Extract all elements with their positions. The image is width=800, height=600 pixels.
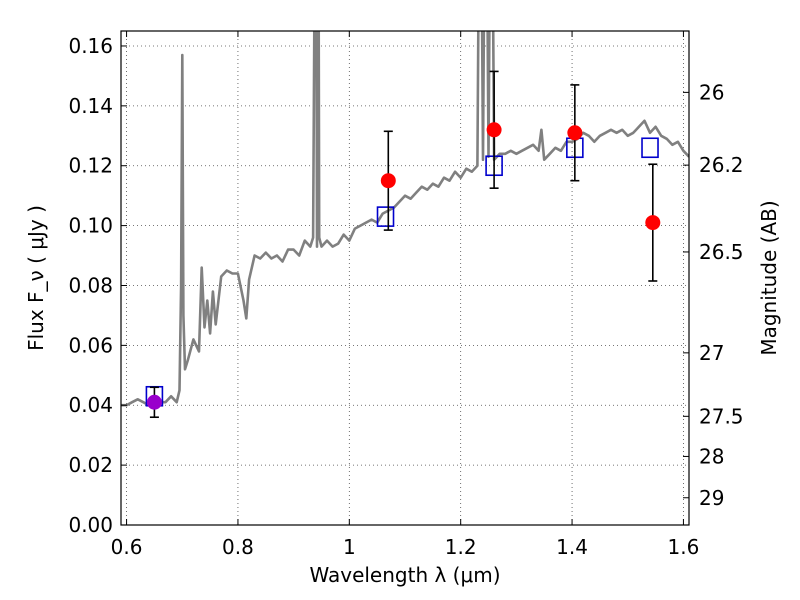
observed-flux-point [146, 394, 162, 410]
observed-flux-point [380, 173, 396, 189]
y-tick-label: 0.10 [68, 214, 113, 238]
synthetic-flux-square [641, 137, 659, 159]
y2-axis-label: Magnitude (AB) [757, 200, 781, 355]
y-tick-label: 0.00 [68, 513, 113, 537]
y2-tick-label: 29 [699, 486, 724, 510]
y-tick-label: 0.12 [68, 154, 113, 178]
synthetic-flux-square [376, 206, 395, 227]
observed-flux-point [486, 122, 502, 138]
plot-area [121, 31, 689, 419]
plot-frame [120, 30, 690, 526]
y2-tick-label: 27.5 [699, 404, 744, 428]
x-tick-label: 1.6 [668, 535, 700, 559]
y2-tick-label: 26.2 [699, 153, 744, 177]
x-tick-label: 1 [343, 535, 356, 559]
x-tick-label: 0.6 [111, 535, 143, 559]
y-axis-label: Flux F_ν ( μJy ) [24, 205, 48, 351]
x-axis-label: Wavelength λ (μm) [309, 563, 500, 587]
y2-tick-label: 26 [699, 80, 724, 104]
y-tick-label: 0.14 [68, 94, 113, 118]
y-tick-label: 0.16 [68, 34, 113, 58]
y-tick-label: 0.08 [68, 273, 113, 297]
y-tick-label: 0.04 [68, 393, 113, 417]
y2-tick-label: 28 [699, 444, 724, 468]
y-tick-label: 0.06 [68, 333, 113, 357]
y2-tick-label: 26.5 [699, 240, 744, 264]
axes-frame [120, 30, 690, 526]
x-tick-label: 0.8 [222, 535, 254, 559]
x-tick-label: 1.2 [445, 535, 477, 559]
axis-ticks: 0.6 0.8 1 1.2 1.4 1.6 0.00 0.02 0.04 0.06 0.08 0.10… [68, 31, 744, 559]
y2-tick-label: 27 [699, 341, 724, 365]
x-tick-label: 1.4 [556, 535, 588, 559]
observed-flux-point [567, 125, 583, 141]
y-tick-label: 0.02 [68, 453, 113, 477]
observed-flux-point [645, 215, 661, 231]
